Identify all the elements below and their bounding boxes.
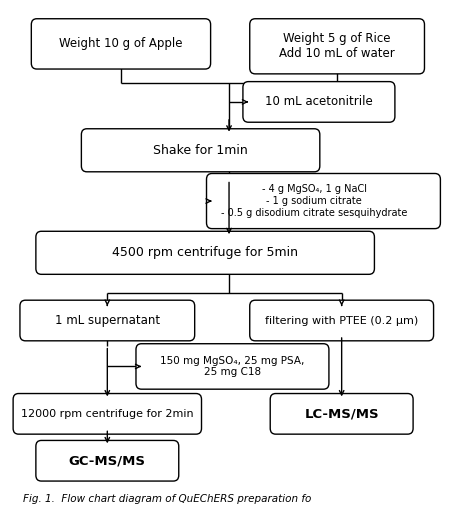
Text: 4500 rpm centrifuge for 5min: 4500 rpm centrifuge for 5min: [112, 246, 298, 259]
FancyBboxPatch shape: [207, 174, 440, 229]
Text: 10 mL acetonitrile: 10 mL acetonitrile: [265, 96, 373, 109]
FancyBboxPatch shape: [136, 344, 329, 389]
FancyBboxPatch shape: [13, 394, 201, 434]
FancyBboxPatch shape: [20, 300, 195, 341]
Text: Shake for 1min: Shake for 1min: [153, 144, 248, 157]
Text: Fig. 1.  Flow chart diagram of QuEChERS preparation fo: Fig. 1. Flow chart diagram of QuEChERS p…: [23, 493, 311, 504]
Text: 12000 rpm centrifuge for 2min: 12000 rpm centrifuge for 2min: [21, 409, 193, 419]
Text: GC-MS/MS: GC-MS/MS: [69, 454, 146, 467]
FancyBboxPatch shape: [36, 231, 374, 275]
FancyBboxPatch shape: [82, 129, 320, 172]
FancyBboxPatch shape: [36, 440, 179, 481]
Text: Weight 5 g of Rice
Add 10 mL of water: Weight 5 g of Rice Add 10 mL of water: [279, 32, 395, 60]
Text: filtering with PTEE (0.2 μm): filtering with PTEE (0.2 μm): [265, 316, 418, 326]
Text: 150 mg MgSO₄, 25 mg PSA,
25 mg C18: 150 mg MgSO₄, 25 mg PSA, 25 mg C18: [160, 356, 305, 377]
Text: - 4 g MgSO₄, 1 g NaCl
- 1 g sodium citrate
- 0.5 g disodium citrate sesquihydrat: - 4 g MgSO₄, 1 g NaCl - 1 g sodium citra…: [221, 185, 408, 218]
FancyBboxPatch shape: [250, 300, 434, 341]
FancyBboxPatch shape: [270, 394, 413, 434]
FancyBboxPatch shape: [31, 19, 210, 69]
Text: LC-MS/MS: LC-MS/MS: [304, 407, 379, 420]
Text: Weight 10 g of Apple: Weight 10 g of Apple: [59, 37, 182, 50]
FancyBboxPatch shape: [250, 19, 425, 74]
Text: 1 mL supernatant: 1 mL supernatant: [55, 314, 160, 327]
FancyBboxPatch shape: [243, 82, 395, 122]
